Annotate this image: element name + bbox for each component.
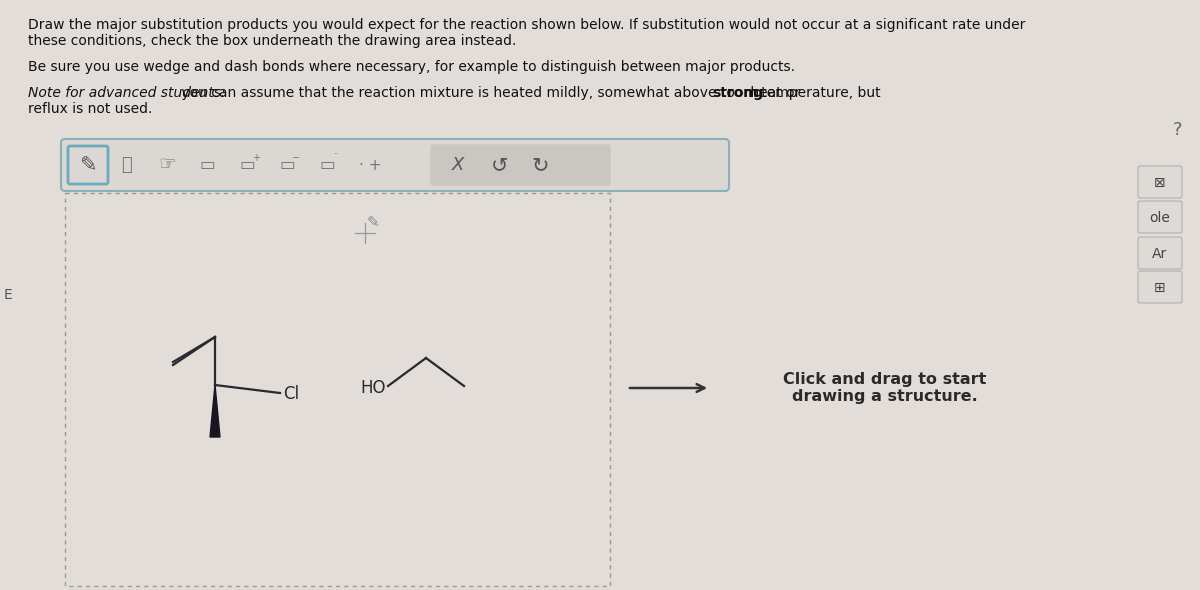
- Text: ✎: ✎: [79, 155, 97, 175]
- FancyBboxPatch shape: [1138, 201, 1182, 233]
- Text: X: X: [452, 156, 464, 174]
- Text: ole: ole: [1150, 211, 1170, 225]
- Text: ?: ?: [1174, 121, 1183, 139]
- Text: +: +: [252, 153, 260, 163]
- FancyBboxPatch shape: [431, 145, 610, 185]
- Text: ↻: ↻: [532, 155, 548, 175]
- Text: ▭: ▭: [280, 156, 295, 174]
- Polygon shape: [210, 385, 220, 437]
- Text: heat or: heat or: [745, 86, 800, 100]
- Text: Be sure you use wedge and dash bonds where necessary, for example to distinguish: Be sure you use wedge and dash bonds whe…: [28, 60, 796, 74]
- FancyBboxPatch shape: [61, 139, 730, 191]
- Text: E: E: [4, 288, 12, 302]
- Text: ⬧: ⬧: [121, 156, 132, 174]
- Text: ⊠: ⊠: [1154, 176, 1166, 190]
- Text: ▭: ▭: [199, 156, 215, 174]
- Text: −: −: [292, 153, 300, 163]
- Text: Ar: Ar: [1152, 247, 1168, 261]
- Text: ▭: ▭: [319, 156, 335, 174]
- Text: · +: · +: [359, 158, 382, 172]
- FancyBboxPatch shape: [68, 146, 108, 184]
- Text: strong: strong: [713, 86, 763, 100]
- Text: ↺: ↺: [491, 155, 509, 175]
- FancyBboxPatch shape: [1138, 271, 1182, 303]
- Text: ☞: ☞: [158, 156, 175, 175]
- Text: reflux is not used.: reflux is not used.: [28, 102, 152, 116]
- Text: these conditions, check the box underneath the drawing area instead.: these conditions, check the box undernea…: [28, 34, 516, 48]
- Text: HO: HO: [360, 379, 385, 397]
- Text: ¨: ¨: [334, 153, 338, 163]
- Text: Click and drag to start
drawing a structure.: Click and drag to start drawing a struct…: [784, 372, 986, 404]
- Text: Draw the major substitution products you would expect for the reaction shown bel: Draw the major substitution products you…: [28, 18, 1025, 32]
- Text: Cl: Cl: [283, 385, 299, 403]
- FancyBboxPatch shape: [1138, 166, 1182, 198]
- Text: Note for advanced students:: Note for advanced students:: [28, 86, 226, 100]
- Bar: [65, 193, 610, 586]
- Text: ▭: ▭: [239, 156, 254, 174]
- Text: ⊞: ⊞: [1154, 281, 1166, 295]
- FancyBboxPatch shape: [1138, 237, 1182, 269]
- Text: you can assume that the reaction mixture is heated mildly, somewhat above room t: you can assume that the reaction mixture…: [178, 86, 886, 100]
- Text: ✎: ✎: [367, 215, 379, 231]
